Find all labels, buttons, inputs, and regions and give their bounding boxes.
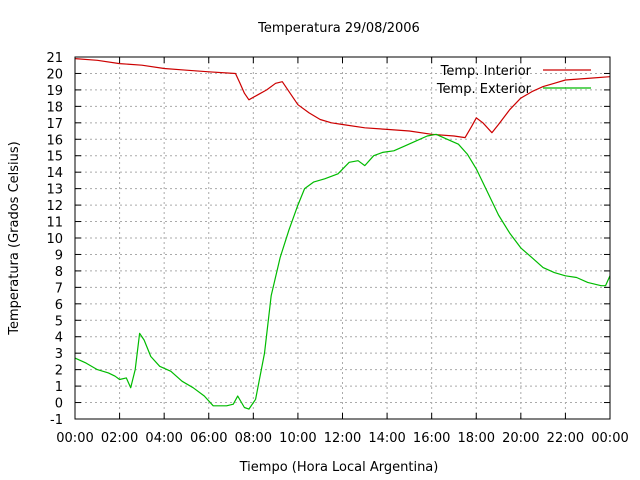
y-tick-label: 19	[46, 84, 63, 99]
x-tick-label: 02:00	[101, 431, 138, 446]
x-tick-label: 14:00	[368, 431, 405, 446]
x-tick-label: 00:00	[591, 431, 628, 446]
y-tick-label: 1	[55, 380, 63, 395]
x-tick-label: 22:00	[547, 431, 584, 446]
y-tick-label: 9	[55, 248, 63, 263]
legend-label: Temp. Interior	[440, 64, 532, 79]
y-tick-label: 3	[55, 347, 63, 362]
x-tick-label: 16:00	[413, 431, 450, 446]
x-tick-label: 10:00	[279, 431, 316, 446]
y-tick-label: 10	[46, 232, 63, 247]
y-tick-label: 7	[55, 281, 63, 296]
y-tick-label: 18	[46, 100, 63, 115]
y-tick-label: 16	[46, 133, 63, 148]
y-tick-label: 5	[55, 314, 63, 329]
y-tick-label: 4	[55, 331, 63, 346]
y-tick-label: 15	[46, 150, 63, 165]
y-axis-label: Temperatura (Grados Celsius)	[7, 141, 22, 335]
x-tick-label: 06:00	[190, 431, 227, 446]
y-tick-label: -1	[50, 413, 63, 428]
y-tick-label: 8	[55, 265, 63, 280]
x-tick-label: 20:00	[502, 431, 539, 446]
x-axis-label: Tiempo (Hora Local Argentina)	[239, 460, 439, 475]
series-line-temp-interior	[74, 58, 611, 139]
y-tick-label: 17	[46, 117, 63, 132]
legend: Temp. Interior Temp. Exterior	[436, 64, 591, 97]
x-tick-label: 04:00	[145, 431, 182, 446]
chart-title: Temperatura 29/08/2006	[257, 21, 420, 36]
y-tick-label: 14	[46, 166, 63, 181]
x-tick-label: 00:00	[56, 431, 93, 446]
y-tick-label: 11	[46, 216, 63, 231]
y-tick-label: 6	[55, 298, 63, 313]
y-tick-label: 20	[46, 67, 63, 82]
series-line-temp-exterior	[74, 133, 611, 410]
x-tick-label: 12:00	[324, 431, 361, 446]
x-tick-label: 08:00	[235, 431, 272, 446]
y-tick-label: 13	[46, 183, 63, 198]
y-tick-label: 21	[46, 51, 63, 66]
axis-ticks: 00:00 02:00 04:00 06:00 08:00 10:00 12:00 14:00…	[46, 51, 628, 446]
grid	[75, 57, 610, 419]
x-tick-label: 18:00	[458, 431, 495, 446]
y-tick-label: 0	[55, 397, 63, 412]
series-lines	[74, 58, 611, 410]
y-tick-label: 12	[46, 199, 63, 214]
y-tick-label: 2	[55, 364, 63, 379]
legend-label: Temp. Exterior	[436, 82, 532, 97]
